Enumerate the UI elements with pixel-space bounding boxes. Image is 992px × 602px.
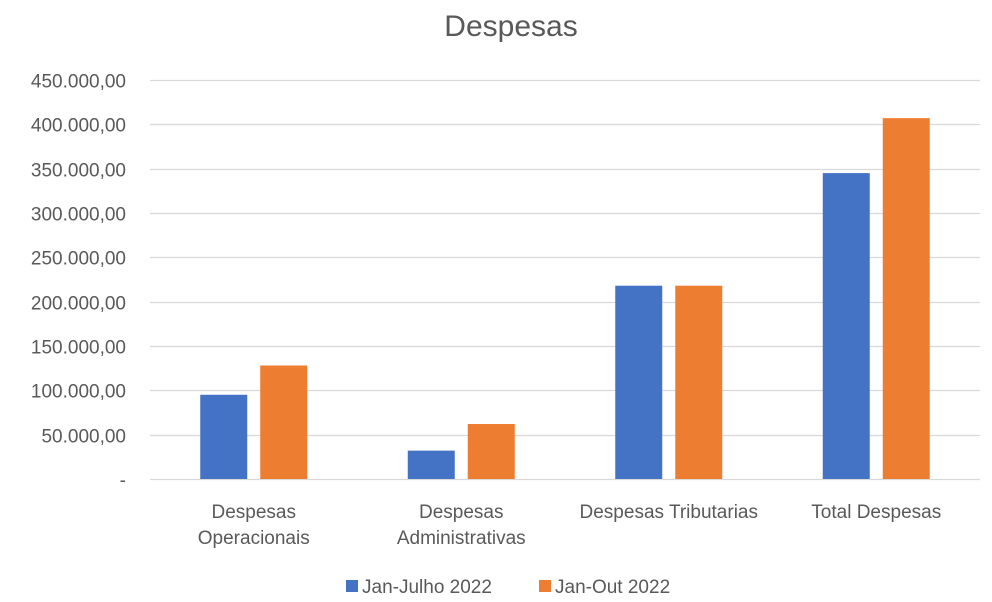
x-category-label: Despesas Tributarias <box>580 502 758 523</box>
bar-series-2-category-2 <box>467 424 515 479</box>
bar-series-2-category-3 <box>675 285 723 479</box>
x-category-label: Despesas <box>212 502 297 523</box>
bar-series-1-category-1 <box>200 394 248 479</box>
bar-series-2-category-4 <box>882 118 930 480</box>
x-category-label: Operacionais <box>198 528 310 549</box>
bars <box>200 118 930 480</box>
bar-series-1-category-3 <box>615 285 663 479</box>
y-tick-label: 450.000,00 <box>31 72 126 93</box>
y-tick-label: 200.000,00 <box>31 294 126 315</box>
y-tick-label: 300.000,00 <box>31 205 126 226</box>
bar-series-1-category-2 <box>407 450 455 479</box>
y-tick-label: 100.000,00 <box>31 382 126 403</box>
y-tick-label: 150.000,00 <box>31 338 126 359</box>
x-category-label: Administrativas <box>397 528 526 549</box>
x-category-label: Total Despesas <box>811 502 941 523</box>
chart-title: Despesas <box>444 10 577 43</box>
legend-swatch-series-2 <box>539 580 551 592</box>
legend-swatch-series-1 <box>346 580 358 592</box>
x-axis-category-labels: Despesas Operacionais Despesas Administrati… <box>198 502 941 549</box>
y-tick-label: 50.000,00 <box>41 427 126 448</box>
legend-label-series-1: Jan-Julho 2022 <box>362 577 492 598</box>
bar-series-1-category-4 <box>822 173 870 479</box>
x-category-label: Despesas <box>419 502 504 523</box>
y-tick-label: 250.000,00 <box>31 249 126 270</box>
legend: Jan-Julho 2022 Jan-Out 2022 <box>346 577 670 598</box>
y-tick-label: - <box>120 471 126 492</box>
y-tick-label: 350.000,00 <box>31 161 126 182</box>
y-axis-tick-labels: - 50.000,00 100.000,00 150.000,00 200.000,00… <box>31 72 126 492</box>
y-tick-label: 400.000,00 <box>31 116 126 137</box>
legend-label-series-2: Jan-Out 2022 <box>555 577 670 598</box>
bar-series-2-category-1 <box>260 365 308 479</box>
